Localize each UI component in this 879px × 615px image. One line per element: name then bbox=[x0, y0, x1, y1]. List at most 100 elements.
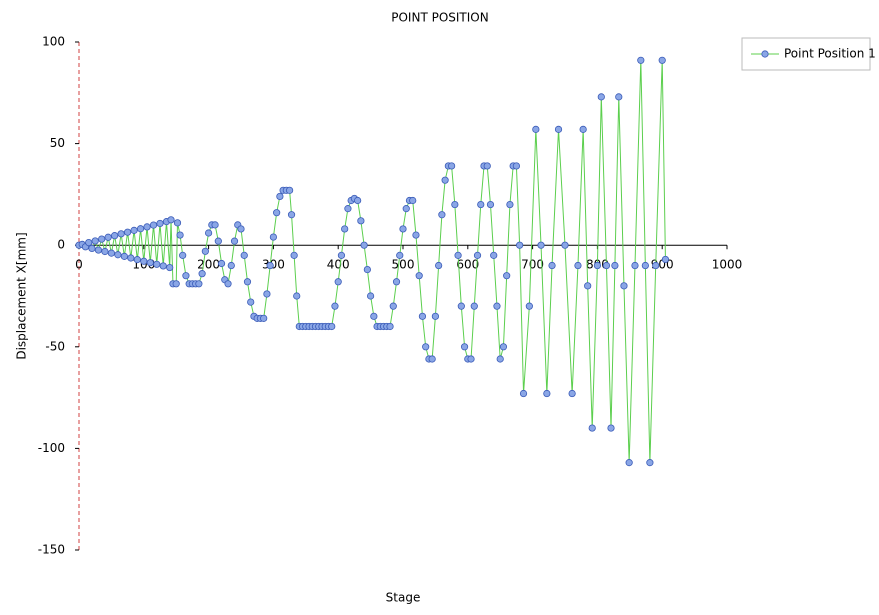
data-point bbox=[486, 200, 495, 209]
data-point bbox=[167, 216, 175, 224]
data-point bbox=[287, 211, 296, 219]
data-point bbox=[477, 200, 485, 209]
data-point bbox=[483, 162, 491, 170]
data-point bbox=[91, 237, 99, 245]
data-point bbox=[512, 162, 521, 170]
data-point bbox=[602, 261, 611, 270]
data-point bbox=[149, 221, 158, 229]
data-point bbox=[290, 251, 298, 259]
data-point bbox=[615, 93, 623, 101]
x-tick-label: 700 bbox=[521, 258, 544, 272]
data-point bbox=[230, 237, 239, 245]
data-point bbox=[114, 251, 122, 259]
data-point bbox=[543, 389, 551, 398]
x-tick-label: 500 bbox=[392, 258, 415, 272]
data-point bbox=[516, 241, 524, 249]
data-point bbox=[470, 302, 478, 310]
data-point bbox=[454, 251, 462, 259]
data-point bbox=[441, 176, 449, 184]
data-point bbox=[293, 292, 301, 300]
data-point bbox=[227, 261, 235, 270]
data-point bbox=[107, 249, 116, 257]
data-point bbox=[652, 261, 660, 270]
data-point bbox=[240, 251, 248, 259]
data-point bbox=[607, 424, 615, 432]
data-point bbox=[412, 231, 420, 239]
data-point bbox=[418, 312, 427, 320]
data-point bbox=[641, 261, 649, 270]
data-point bbox=[661, 255, 670, 264]
data-point bbox=[435, 261, 443, 270]
data-point bbox=[117, 230, 125, 238]
data-point bbox=[285, 186, 294, 194]
data-point bbox=[493, 302, 501, 310]
data-point bbox=[104, 233, 112, 241]
data-point bbox=[94, 246, 103, 254]
data-point bbox=[392, 278, 401, 286]
data-point bbox=[237, 225, 245, 233]
data-point bbox=[85, 238, 93, 247]
data-point bbox=[490, 251, 498, 259]
data-point bbox=[399, 225, 407, 233]
data-point bbox=[525, 302, 533, 310]
legend bbox=[741, 37, 871, 71]
data-point bbox=[561, 241, 569, 249]
data-point bbox=[98, 235, 106, 243]
data-point bbox=[273, 209, 281, 217]
data-point bbox=[646, 459, 654, 467]
data-point bbox=[415, 272, 423, 280]
data-point bbox=[460, 343, 469, 351]
data-point bbox=[111, 232, 119, 240]
data-point bbox=[159, 262, 167, 270]
data-point bbox=[473, 251, 482, 259]
y-axis-label: Displacement X[mm] bbox=[15, 232, 29, 359]
x-tick-label: 200 bbox=[197, 258, 220, 272]
data-point bbox=[620, 282, 628, 290]
data-point bbox=[127, 254, 135, 262]
data-point bbox=[537, 241, 545, 249]
data-point bbox=[519, 389, 528, 398]
data-point bbox=[172, 280, 180, 288]
data-point bbox=[548, 261, 556, 270]
data-point bbox=[431, 312, 439, 320]
x-tick-label: 0 bbox=[75, 258, 83, 272]
data-point bbox=[120, 252, 128, 260]
data-point bbox=[176, 231, 184, 239]
data-point bbox=[611, 261, 619, 270]
series-line bbox=[78, 60, 666, 463]
data-point bbox=[198, 270, 206, 278]
data-point bbox=[503, 272, 511, 280]
data-point bbox=[331, 302, 339, 310]
data-point bbox=[422, 343, 430, 351]
data-point bbox=[363, 265, 371, 274]
data-point bbox=[328, 322, 336, 331]
x-tick-label: 400 bbox=[327, 258, 350, 272]
data-point bbox=[243, 278, 252, 286]
data-point bbox=[506, 200, 514, 209]
data-point bbox=[201, 247, 209, 255]
data-point bbox=[467, 355, 475, 363]
y-tick-label: -50 bbox=[45, 339, 65, 353]
legend-marker bbox=[761, 50, 769, 58]
y-tick-label: -100 bbox=[38, 441, 65, 455]
data-point bbox=[451, 200, 459, 209]
legend-label: Point Position 1 bbox=[784, 47, 876, 61]
data-point bbox=[625, 459, 633, 467]
data-point bbox=[143, 223, 151, 231]
data-point bbox=[354, 196, 362, 205]
data-point bbox=[182, 272, 190, 280]
data-point bbox=[341, 225, 349, 233]
data-point bbox=[266, 261, 274, 270]
x-axis-label: Stage bbox=[386, 591, 421, 605]
data-point bbox=[438, 211, 446, 219]
data-point bbox=[140, 257, 148, 265]
y-tick-label: 100 bbox=[42, 35, 65, 49]
data-point bbox=[584, 282, 592, 290]
data-point bbox=[554, 125, 563, 133]
data-point bbox=[166, 263, 174, 272]
data-point bbox=[631, 261, 639, 270]
x-tick-label: 600 bbox=[456, 258, 479, 272]
data-point bbox=[88, 244, 96, 253]
